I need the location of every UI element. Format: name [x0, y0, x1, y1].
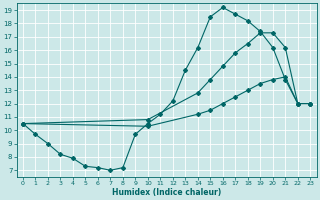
- X-axis label: Humidex (Indice chaleur): Humidex (Indice chaleur): [112, 188, 221, 197]
